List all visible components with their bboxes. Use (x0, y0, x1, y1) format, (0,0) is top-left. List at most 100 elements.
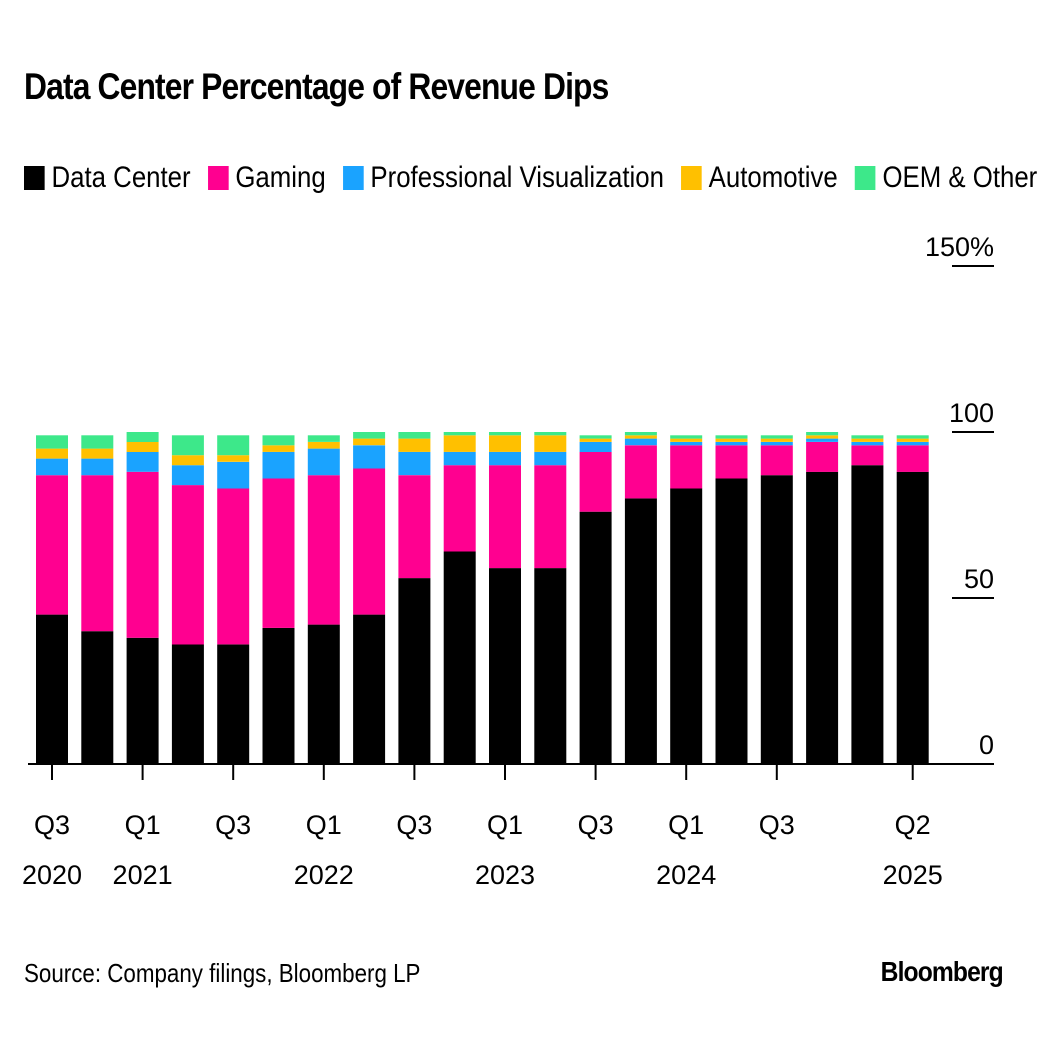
legend-label: Data Center (51, 161, 191, 194)
x-tick-label-quarter: Q3 (34, 810, 70, 840)
bar-automotive-q4-2024 (806, 435, 839, 439)
bar-automotive-q1-2023 (489, 435, 521, 452)
legend-item-professional-visualization: Professional Visualization (342, 161, 664, 195)
x-tick-label-year: 2025 (883, 860, 943, 890)
legend-swatch-data-center (24, 166, 45, 190)
x-tick-label-quarter: Q2 (895, 810, 931, 840)
bar-oem-and-other-q3-2021 (217, 435, 250, 456)
bar-automotive-q4-2023 (624, 435, 657, 439)
bloomberg-logo: Bloomberg (880, 956, 1004, 987)
x-tick-label-year: 2020 (22, 860, 82, 890)
bar-gaming-q2-2024 (715, 445, 748, 479)
bar-automotive-q3-2024 (760, 438, 793, 442)
bar-gaming-q1-2023 (489, 465, 521, 569)
bar-professional-visualization-q4-2023 (624, 438, 657, 446)
bar-gaming-q3-2022 (398, 475, 431, 579)
bar-data-center-q2-2023 (534, 568, 567, 764)
legend-label: Professional Visualization (370, 161, 664, 194)
bar-gaming-q2-2021 (171, 485, 204, 645)
bar-data-center-q4-2024 (806, 471, 839, 764)
y-tick-label: 100 (949, 398, 994, 428)
bar-automotive-q3-2022 (398, 438, 431, 452)
bar-gaming-q1-2022 (307, 475, 340, 625)
legend-item-oem-and-other: OEM & Other (854, 161, 1038, 195)
legend-label: Automotive (708, 161, 838, 194)
bar-oem-and-other-q4-2023 (624, 432, 657, 436)
bar-data-center-q1-2022 (307, 624, 340, 764)
source-note: Source: Company filings, Bloomberg LP (24, 958, 421, 988)
bar-automotive-q1-2025 (851, 438, 884, 442)
bar-oem-and-other-q2-2023 (534, 432, 567, 436)
bar-oem-and-other-q3-2022 (398, 432, 431, 439)
bar-automotive-q2-2023 (534, 435, 567, 452)
bar-professional-visualization-q2-2024 (715, 442, 748, 446)
bar-data-center-q4-2021 (262, 627, 295, 764)
bar-automotive-q1-2024 (670, 438, 703, 442)
bar-data-center-q4-2023 (624, 498, 657, 764)
bar-professional-visualization-q3-2023 (579, 442, 612, 452)
legend-swatch-automotive (681, 166, 702, 190)
bar-data-center-q2-2021 (171, 644, 204, 764)
bar-oem-and-other-q2-2022 (353, 432, 386, 439)
bar-gaming-q4-2020 (81, 475, 114, 632)
x-tick-label-quarter: Q1 (125, 810, 161, 840)
x-tick-label-quarter: Q3 (578, 810, 614, 840)
bar-oem-and-other-q3-2023 (579, 435, 612, 439)
bar-gaming-q3-2020 (36, 475, 68, 615)
bar-data-center-q3-2022 (398, 578, 431, 764)
bar-oem-and-other-q2-2021 (171, 435, 204, 456)
bar-automotive-q4-2020 (81, 448, 114, 459)
bar-automotive-q3-2021 (217, 455, 250, 462)
x-axis: Q3 2020 Q1 2021 Q3 Q1 2022 Q3 Q1 2023 Q3 Q1 2024 Q3 Q2… (22, 763, 994, 890)
bar-oem-and-other-q4-2021 (262, 435, 295, 446)
x-tick-label-quarter: Q3 (215, 810, 251, 840)
x-tick-label-quarter: Q1 (487, 810, 523, 840)
y-tick-label: 50 (964, 564, 994, 594)
x-tick-label-year: 2024 (656, 860, 716, 890)
x-tick-label-quarter: Q3 (759, 810, 795, 840)
y-tick-label: 150% (925, 232, 994, 262)
bar-professional-visualization-q3-2021 (217, 461, 250, 489)
bar-gaming-q4-2021 (262, 478, 295, 628)
legend-label: Gaming (235, 161, 326, 194)
bar-oem-and-other-q1-2025 (851, 435, 884, 439)
bar-gaming-q4-2024 (806, 442, 839, 472)
bar-gaming-q2-2022 (353, 468, 386, 615)
bar-gaming-q2-2025 (896, 445, 929, 472)
bar-oem-and-other-q3-2020 (36, 435, 68, 449)
y-axis: 150% 100 50 0 (925, 232, 994, 760)
bar-automotive-q2-2022 (353, 438, 386, 446)
legend-swatch-oem-and-other (854, 166, 876, 190)
bar-automotive-q4-2021 (262, 445, 295, 452)
legend-item-automotive: Automotive (681, 161, 838, 195)
bar-professional-visualization-q2-2021 (171, 465, 204, 486)
bar-data-center-q1-2025 (851, 465, 884, 764)
bar-automotive-q1-2021 (126, 442, 159, 452)
bar-oem-and-other-q2-2024 (715, 435, 748, 439)
bar-professional-visualization-q4-2021 (262, 451, 295, 479)
y-tick-label: 0 (979, 730, 994, 760)
bar-oem-and-other-q2-2025 (896, 435, 929, 439)
bar-professional-visualization-q4-2024 (806, 438, 839, 442)
bar-data-center-q1-2024 (670, 488, 703, 764)
bar-gaming-q1-2024 (670, 445, 703, 489)
bar-oem-and-other-q4-2024 (806, 432, 839, 436)
x-tick-label-quarter: Q3 (396, 810, 432, 840)
bar-oem-and-other-q4-2022 (443, 432, 476, 436)
bar-data-center-q3-2024 (760, 475, 793, 764)
bar-professional-visualization-q4-2022 (443, 451, 476, 466)
bar-professional-visualization-q3-2020 (36, 458, 68, 476)
bar-gaming-q2-2023 (534, 465, 567, 569)
bar-automotive-q2-2021 (171, 455, 204, 466)
bar-professional-visualization-q1-2022 (307, 448, 340, 476)
bar-professional-visualization-q2-2025 (896, 442, 929, 446)
bar-professional-visualization-q1-2024 (670, 442, 703, 446)
bar-data-center-q2-2025 (896, 471, 929, 764)
x-tick-label-year: 2022 (294, 860, 354, 890)
x-tick-label-year: 2021 (113, 860, 173, 890)
legend-label: OEM & Other (882, 161, 1038, 194)
bar-professional-visualization-q3-2022 (398, 451, 431, 476)
legend-item-data-center: Data Center (24, 161, 191, 195)
bar-professional-visualization-q2-2023 (534, 451, 567, 466)
